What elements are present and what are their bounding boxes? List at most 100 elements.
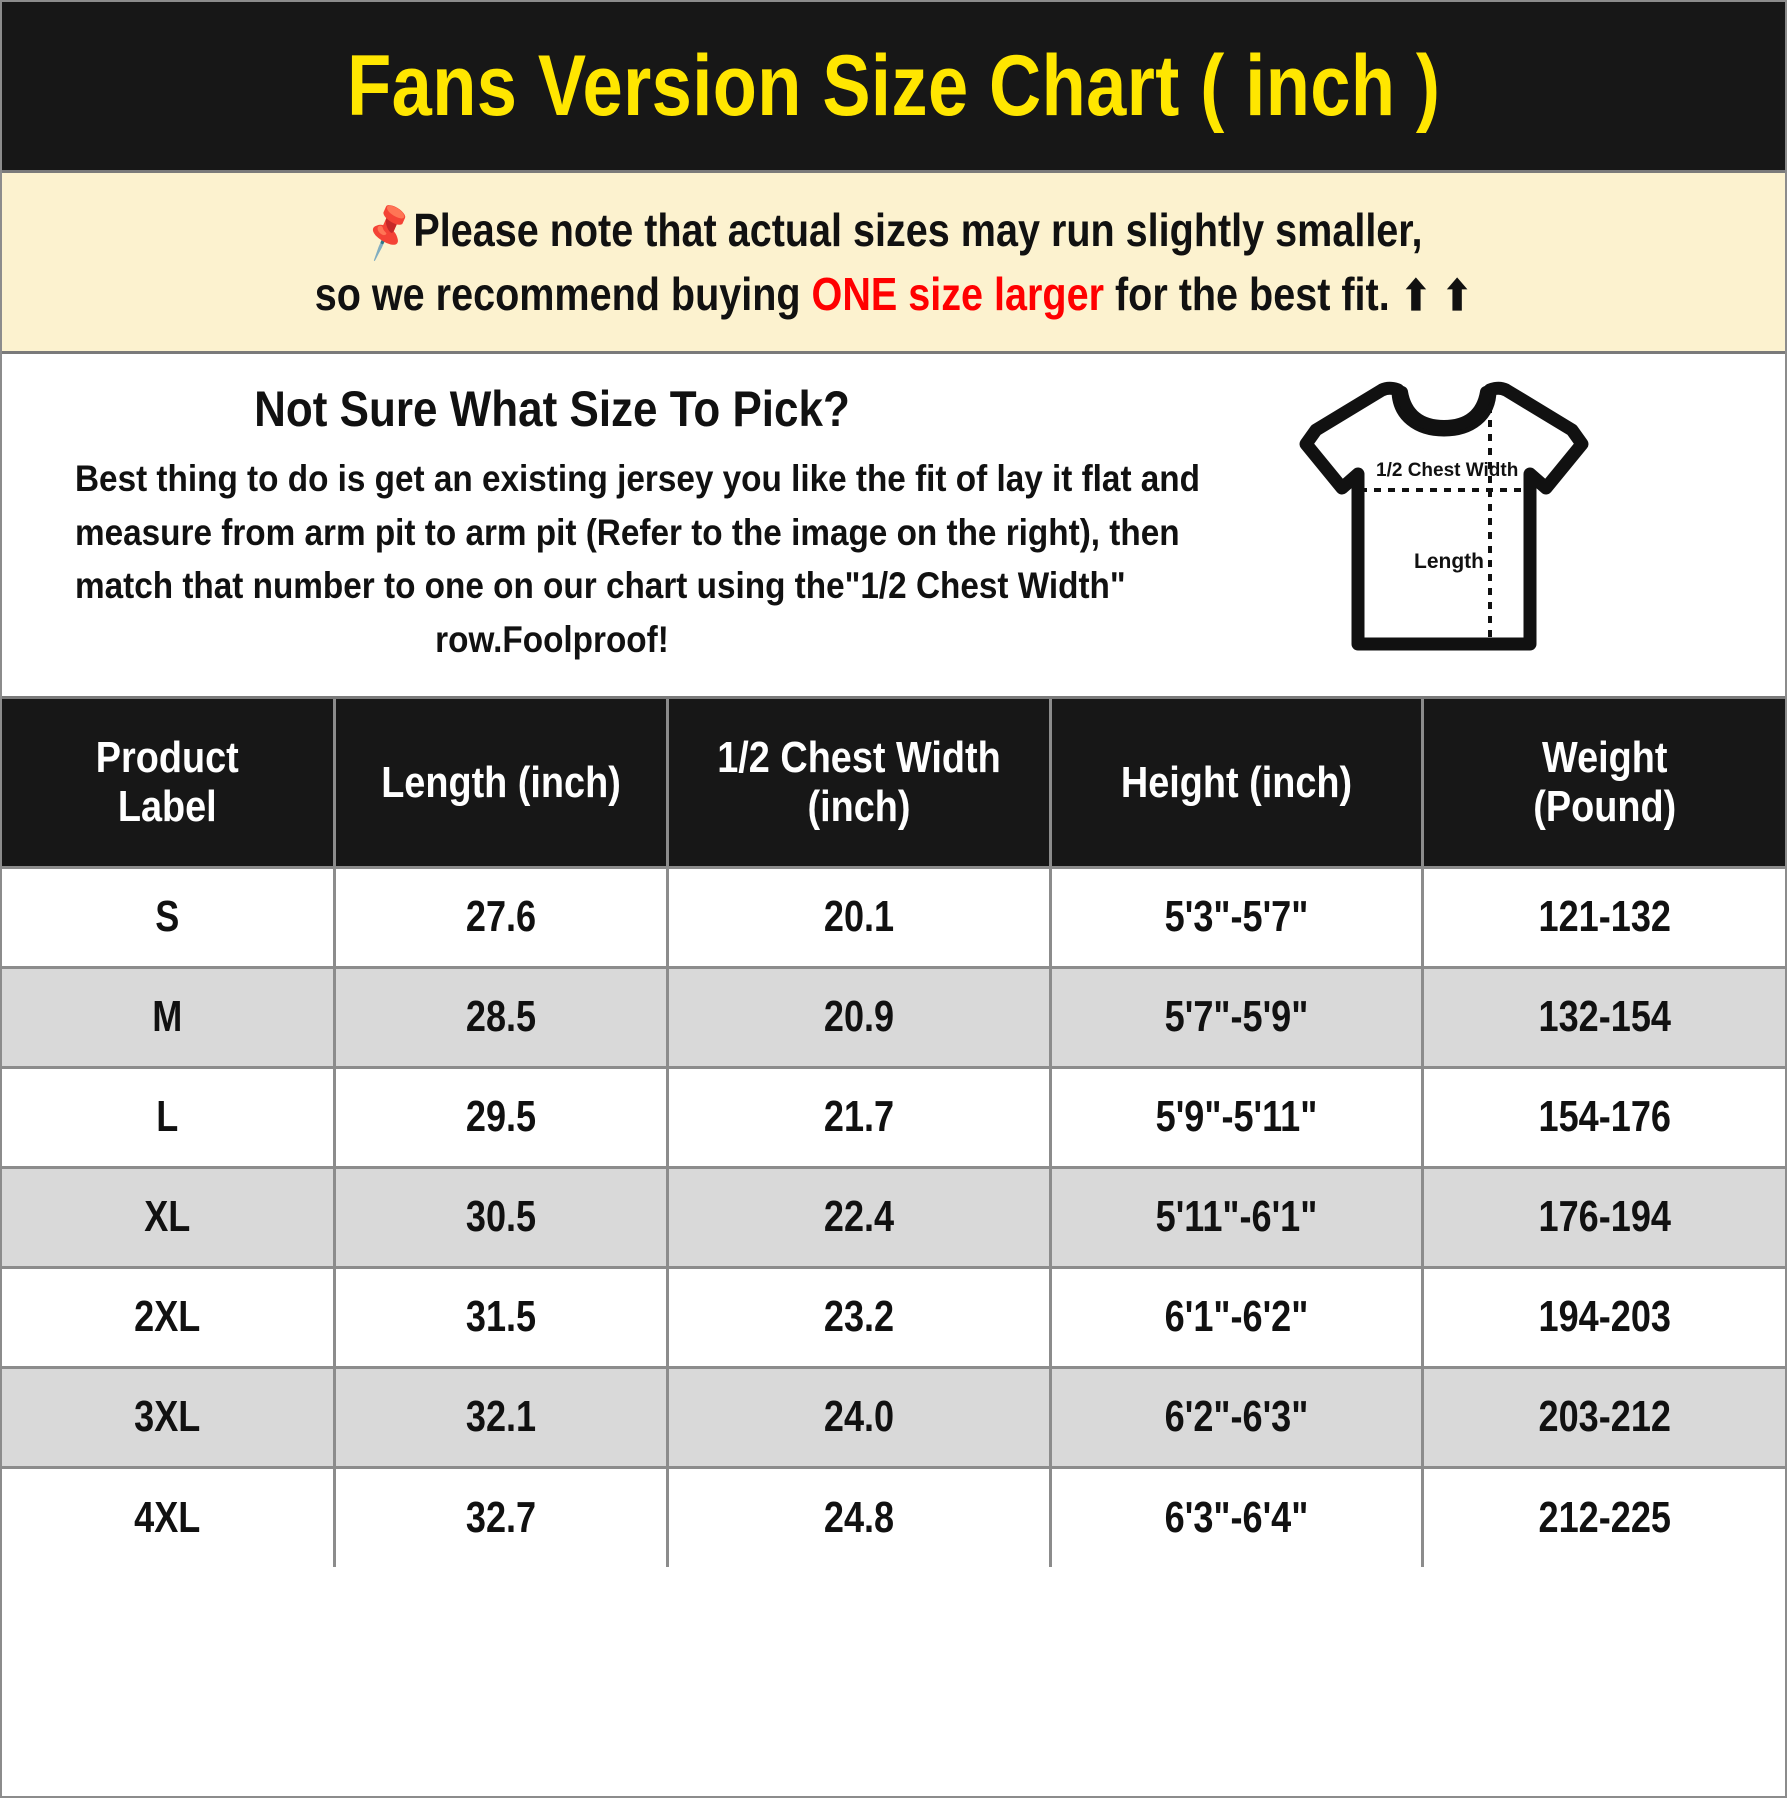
tshirt-diagram-icon: 1/2 Chest Width Length	[1299, 381, 1588, 651]
page-title: Fans Version Size Chart ( inch )	[346, 38, 1441, 134]
cell-value: 194-203	[1538, 1292, 1671, 1341]
column-header-line: Product	[95, 732, 239, 782]
cell-chest-width: 24.8	[667, 1467, 1052, 1567]
cell-value: 212-225	[1538, 1492, 1671, 1542]
cell-value: 5'9"-5'11"	[1155, 1092, 1317, 1141]
cell-height: 6'2"-6'3"	[1050, 1367, 1424, 1469]
cell-value: 29.5	[465, 1092, 536, 1141]
cell-height: 5'11"-6'1"	[1050, 1167, 1424, 1269]
table-row: M 28.5 20.9 5'7"-5'9" 132-154	[2, 967, 1785, 1069]
cell-product-label: XL	[2, 1167, 336, 1269]
cell-value: 20.1	[823, 892, 894, 941]
cell-product-label: L	[2, 1067, 336, 1169]
table-header: Product Label Length (inch) 1/2 Chest Wi…	[2, 699, 1785, 869]
length-label: Length	[1414, 550, 1484, 573]
cell-value: 32.7	[465, 1492, 536, 1542]
cell-value: 28.5	[465, 992, 536, 1041]
cell-product-label: 3XL	[2, 1367, 336, 1469]
cell-value: 24.0	[823, 1392, 894, 1441]
cell-value: 6'3"-6'4"	[1164, 1492, 1308, 1542]
cell-length: 28.5	[334, 967, 669, 1069]
note-line-1-text: Please note that actual sizes may run sl…	[413, 204, 1423, 256]
info-text-block: Not Sure What Size To Pick? Best thing t…	[2, 354, 1200, 667]
table-row: 3XL 32.1 24.0 6'2"-6'3" 203-212	[2, 1367, 1785, 1469]
cell-chest-width: 21.7	[667, 1067, 1052, 1169]
info-body-line-2: measure from arm pit to arm pit (Refer t…	[75, 511, 1180, 553]
cell-value: 6'1"-6'2"	[1164, 1292, 1308, 1341]
table-body: S 27.6 20.1 5'3"-5'7" 121-132 M 28.5 20.9 5'7"-5…	[2, 867, 1785, 1567]
cell-height: 5'9"-5'11"	[1050, 1067, 1424, 1169]
cell-product-label: 2XL	[2, 1267, 336, 1369]
cell-value: L	[156, 1092, 179, 1141]
cell-value: 132-154	[1538, 992, 1671, 1041]
arrow-up-icon-2: ⬆	[1441, 271, 1473, 319]
column-header-chest-width: 1/2 Chest Width (inch)	[667, 699, 1052, 869]
note-line-1: 📌Please note that actual sizes may run s…	[127, 199, 1660, 264]
cell-value: 203-212	[1538, 1392, 1671, 1441]
column-header-line: 1/2 Chest Width	[716, 732, 1001, 782]
chest-width-label: 1/2 Chest Width	[1376, 460, 1518, 481]
column-header-line: Height (inch)	[1120, 757, 1352, 807]
column-header-line: Weight	[1541, 732, 1667, 782]
cell-height: 6'1"-6'2"	[1050, 1267, 1424, 1369]
cell-weight: 194-203	[1422, 1267, 1785, 1369]
table-row: 4XL 32.7 24.8 6'3"-6'4" 212-225	[2, 1467, 1785, 1567]
column-header-height: Height (inch)	[1050, 699, 1424, 869]
cell-value: 31.5	[465, 1292, 536, 1341]
table-row: XL 30.5 22.4 5'11"-6'1" 176-194	[2, 1167, 1785, 1269]
info-heading: Not Sure What Size To Pick?	[254, 381, 850, 437]
cell-chest-width: 23.2	[667, 1267, 1052, 1369]
info-body-line-4: row.Foolproof!	[435, 618, 669, 660]
cell-chest-width: 22.4	[667, 1167, 1052, 1269]
cell-value: 32.1	[465, 1392, 536, 1441]
column-header-weight: Weight (Pound)	[1422, 699, 1785, 869]
info-body-line-1: Best thing to do is get an existing jers…	[75, 458, 1200, 499]
cell-value: 24.8	[823, 1492, 894, 1542]
cell-chest-width: 20.9	[667, 967, 1052, 1069]
table-row: 2XL 31.5 23.2 6'1"-6'2" 194-203	[2, 1267, 1785, 1369]
cell-value: 5'11"-6'1"	[1155, 1192, 1317, 1241]
cell-length: 32.7	[334, 1467, 669, 1567]
cell-weight: 212-225	[1422, 1467, 1785, 1567]
note-line-2-before: so we recommend buying	[314, 267, 812, 320]
cell-height: 5'7"-5'9"	[1050, 967, 1424, 1069]
cell-value: 3XL	[134, 1392, 201, 1441]
cell-length: 29.5	[334, 1067, 669, 1169]
cell-value: 27.6	[465, 892, 536, 941]
table-header-row: Product Label Length (inch) 1/2 Chest Wi…	[2, 699, 1785, 869]
cell-weight: 132-154	[1422, 967, 1785, 1069]
column-header-line: (Pound)	[1532, 782, 1676, 832]
cell-chest-width: 24.0	[667, 1367, 1052, 1469]
cell-weight: 203-212	[1422, 1367, 1785, 1469]
cell-value: 6'2"-6'3"	[1164, 1392, 1308, 1441]
cell-length: 32.1	[334, 1367, 669, 1469]
cell-value: 22.4	[823, 1192, 894, 1241]
column-header-length: Length (inch)	[334, 699, 669, 869]
cell-product-label: M	[2, 967, 336, 1069]
table-row: L 29.5 21.7 5'9"-5'11" 154-176	[2, 1067, 1785, 1169]
cell-value: 23.2	[823, 1292, 894, 1341]
note-line-2: so we recommend buying ONE size larger f…	[127, 263, 1660, 326]
cell-value: M	[152, 992, 183, 1041]
cell-value: 121-132	[1538, 892, 1671, 941]
cell-weight: 121-132	[1422, 867, 1785, 969]
table-row: S 27.6 20.1 5'3"-5'7" 121-132	[2, 867, 1785, 969]
cell-length: 27.6	[334, 867, 669, 969]
cell-value: 154-176	[1538, 1092, 1671, 1141]
note-emphasis: ONE size larger	[811, 267, 1104, 320]
cell-value: XL	[144, 1192, 191, 1241]
cell-chest-width: 20.1	[667, 867, 1052, 969]
cell-value: 5'3"-5'7"	[1164, 892, 1308, 941]
size-chart-table: Product Label Length (inch) 1/2 Chest Wi…	[2, 699, 1785, 1567]
cell-length: 31.5	[334, 1267, 669, 1369]
cell-value: 30.5	[465, 1192, 536, 1241]
note-line-2-after: for the best fit.	[1103, 267, 1390, 320]
arrow-up-icon-1: ⬆	[1400, 271, 1431, 319]
column-header-line: Label	[117, 782, 217, 832]
cell-height: 6'3"-6'4"	[1050, 1467, 1424, 1567]
info-body-line-3: match that number to one on our chart us…	[75, 565, 1126, 607]
column-header-line: (inch)	[806, 782, 910, 832]
column-header-product-label: Product Label	[2, 699, 336, 869]
cell-height: 5'3"-5'7"	[1050, 867, 1424, 969]
